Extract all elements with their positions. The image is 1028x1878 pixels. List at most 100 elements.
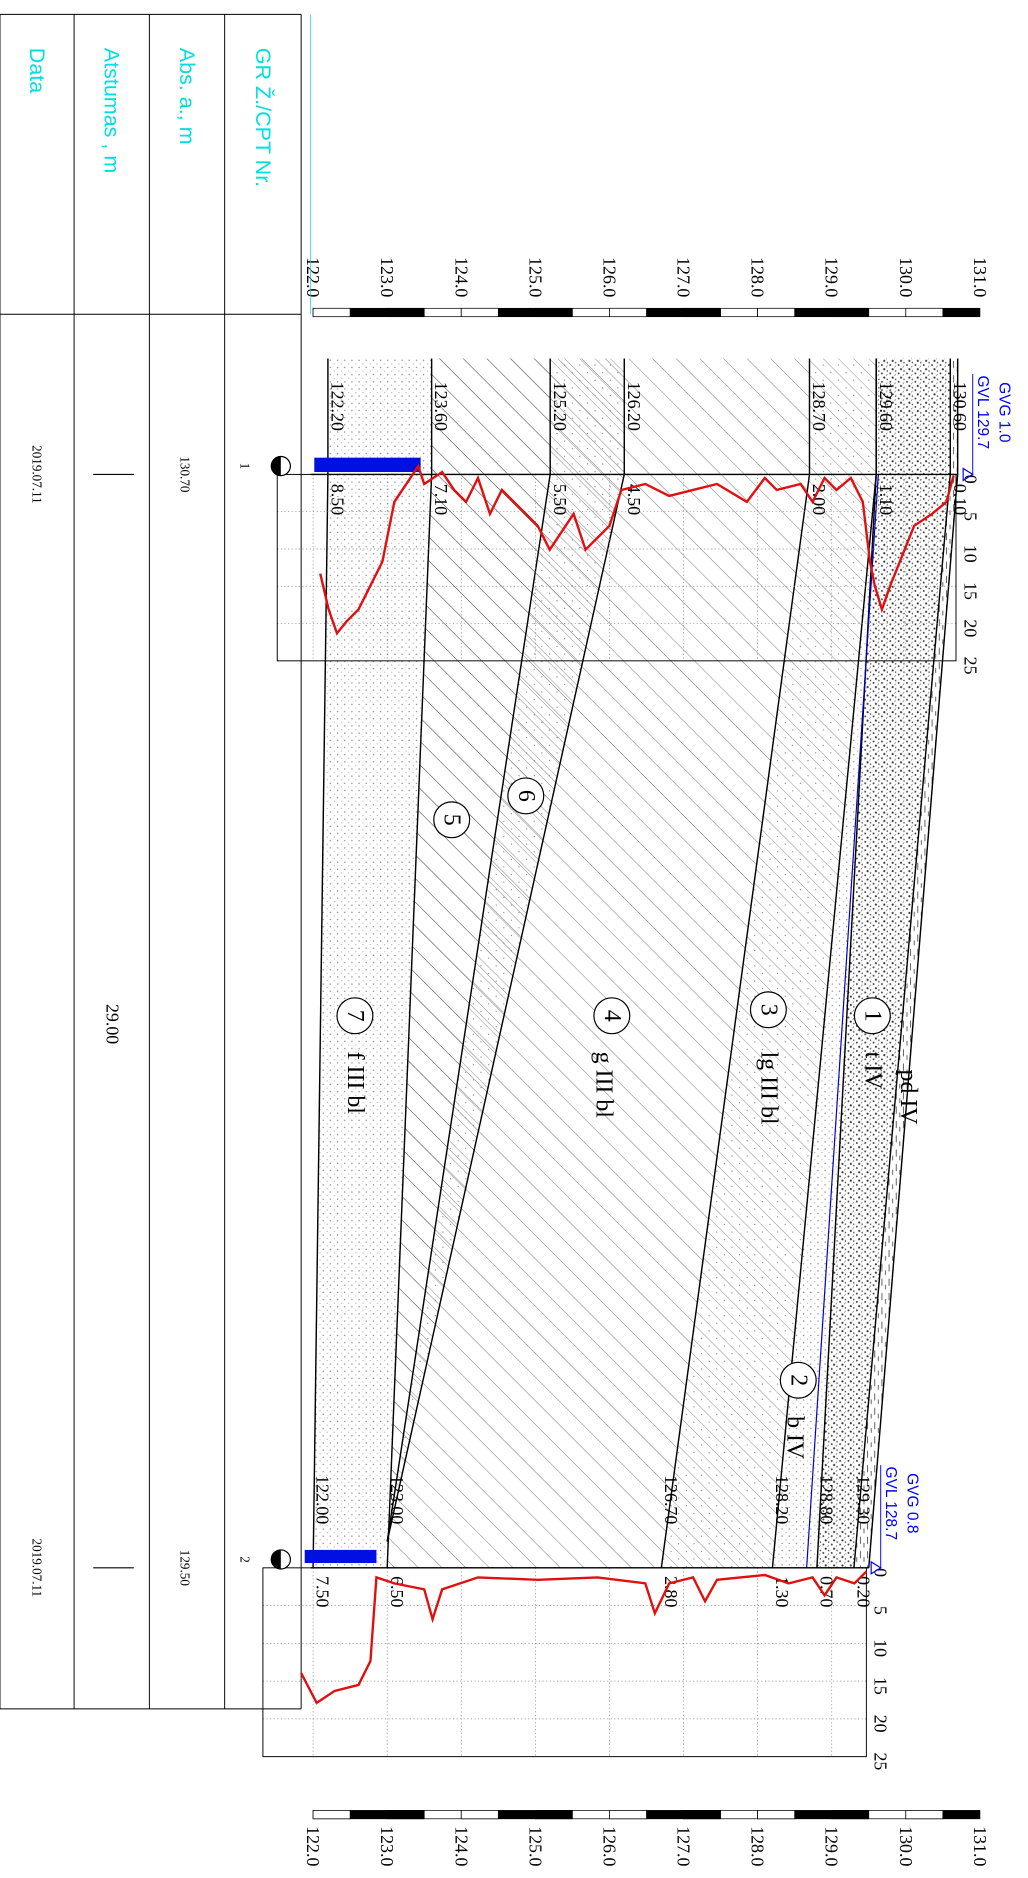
- borehole-id: 2: [237, 1556, 252, 1563]
- scale-label: 122.0: [303, 1826, 323, 1866]
- abs-elevation: 130.70: [178, 456, 193, 493]
- scale-segment-half: [832, 308, 869, 316]
- layer-index: g III bl: [590, 1052, 616, 1119]
- depth-label: 7.10: [431, 484, 451, 515]
- layer-index: lg III bl: [755, 1052, 781, 1125]
- cpt-tick-label: 25: [960, 657, 980, 675]
- elevation-label: 126.20: [624, 382, 644, 431]
- elevation-label: 122.00: [313, 1475, 333, 1524]
- scale-segment-half: [387, 308, 424, 316]
- scale-segment-half: [609, 1810, 646, 1818]
- scale-segment-half: [461, 1810, 498, 1818]
- scale-label: 129.0: [822, 257, 842, 297]
- elevation-label: 128.70: [809, 382, 829, 431]
- layer-number: 6: [513, 790, 539, 802]
- layer-number: 1: [859, 1010, 885, 1022]
- scale-label: 126.0: [599, 1826, 619, 1866]
- scale-segment-half: [609, 308, 646, 316]
- layer-number: 5: [439, 814, 465, 826]
- gvl-label: GVL 129.7: [974, 375, 991, 449]
- scale-label: 131.0: [970, 1826, 990, 1866]
- scale-label: 130.0: [896, 1826, 916, 1866]
- abs-elevation: 129.50: [178, 1550, 193, 1587]
- scale-label: 128.0: [748, 1826, 768, 1866]
- elevation-label: 129.60: [876, 382, 896, 431]
- water-bar: [305, 1550, 377, 1563]
- scale-segment-half: [832, 1810, 869, 1818]
- borehole-id: 1: [237, 463, 252, 470]
- scale-segment-half: [758, 308, 795, 316]
- scale-segment-half: [906, 1810, 943, 1818]
- scale-label: 123.0: [377, 1826, 397, 1866]
- scale-label: 123.0: [377, 257, 397, 297]
- scale-segment-half: [758, 1810, 795, 1818]
- elevation-label: 122.20: [327, 382, 347, 431]
- cpt-tick-label: 25: [871, 1752, 891, 1770]
- scale-label: 125.0: [525, 257, 545, 297]
- scale-label: 124.0: [451, 257, 471, 297]
- cpt-tick-label: 20: [960, 619, 980, 637]
- scale-label: 131.0: [970, 257, 990, 297]
- table-header: Data: [25, 48, 49, 93]
- depth-label: 1.10: [876, 484, 896, 515]
- date: 2019.07.11: [30, 1539, 45, 1598]
- elevation-label: 123.60: [431, 382, 451, 431]
- depth-label: 5.50: [550, 484, 570, 515]
- cpt-tick-label: 10: [871, 1639, 891, 1657]
- layer-index: f III bl: [342, 1052, 368, 1115]
- layer-number: 4: [599, 1010, 625, 1022]
- elevation-label: 129.30: [854, 1475, 874, 1524]
- cpt-tick-label: 15: [871, 1677, 891, 1695]
- borehole-symbol-fill: [271, 1550, 281, 1569]
- depth-label: 7.50: [313, 1576, 333, 1607]
- layer-index: b IV: [782, 1416, 808, 1459]
- scale-label: 125.0: [525, 1826, 545, 1866]
- layer-index: t IV: [859, 1052, 885, 1090]
- table-header: GR Ž./CPT Nr.: [251, 48, 276, 187]
- elevation-label: 128.20: [772, 1475, 792, 1524]
- table-header: Atstumas , m: [100, 48, 124, 173]
- scale-segment-half: [313, 308, 350, 316]
- borehole-symbol-fill: [271, 456, 281, 475]
- scale-segment-half: [313, 1810, 350, 1818]
- layer-number: 3: [755, 1004, 781, 1016]
- scale-label: 128.0: [748, 257, 768, 297]
- water-bar: [314, 458, 420, 472]
- profile-drawing: 0510152025130.600.10129.601.10128.702.00…: [0, 14, 1012, 1866]
- cpt-tick-label: 10: [960, 545, 980, 563]
- table-header: Abs. a., m: [175, 48, 199, 145]
- scale-label: 127.0: [674, 257, 694, 297]
- cpt-tick-label: 5: [871, 1606, 891, 1615]
- scale-label: 126.0: [599, 257, 619, 297]
- layer-number: 2: [785, 1374, 811, 1386]
- scale-segment-half: [906, 308, 943, 316]
- scale-segment-half: [535, 308, 572, 316]
- depth-label: 0.10: [950, 484, 970, 515]
- scale-segment-half: [387, 1810, 424, 1818]
- geological-profile: 0510152025130.600.10129.601.10128.702.00…: [0, 0, 1028, 1878]
- elevation-label: 125.20: [550, 382, 570, 431]
- elevation-label: 130.60: [950, 382, 970, 431]
- scale-segment-half: [684, 308, 721, 316]
- scale-label: 129.0: [822, 1826, 842, 1866]
- gvl-label: GVL 128.7: [882, 1467, 899, 1541]
- date: 2019.07.11: [30, 445, 45, 504]
- layer-number: 7: [342, 1010, 368, 1022]
- scale-segment-half: [461, 308, 498, 316]
- scale-segment-half: [535, 1810, 572, 1818]
- gvg-label: GVG 1.0: [995, 382, 1012, 443]
- cpt-tick-label: 20: [871, 1715, 891, 1733]
- elevation-label: 123.00: [387, 1475, 407, 1524]
- cpt-tick-label: 15: [960, 582, 980, 600]
- scale-label: 127.0: [674, 1826, 694, 1866]
- layer-index: pd IV: [895, 1070, 921, 1125]
- scale-segment-half: [684, 1810, 721, 1818]
- distance: 29.00: [102, 1004, 122, 1044]
- elevation-label: 126.70: [661, 1475, 681, 1524]
- scale-label: 130.0: [896, 257, 916, 297]
- elevation-label: 128.80: [816, 1475, 836, 1524]
- gvg-label: GVG 0.8: [903, 1473, 920, 1533]
- scale-label: 122.0: [303, 257, 323, 297]
- depth-label: 8.50: [327, 484, 347, 515]
- scale-label: 124.0: [451, 1826, 471, 1866]
